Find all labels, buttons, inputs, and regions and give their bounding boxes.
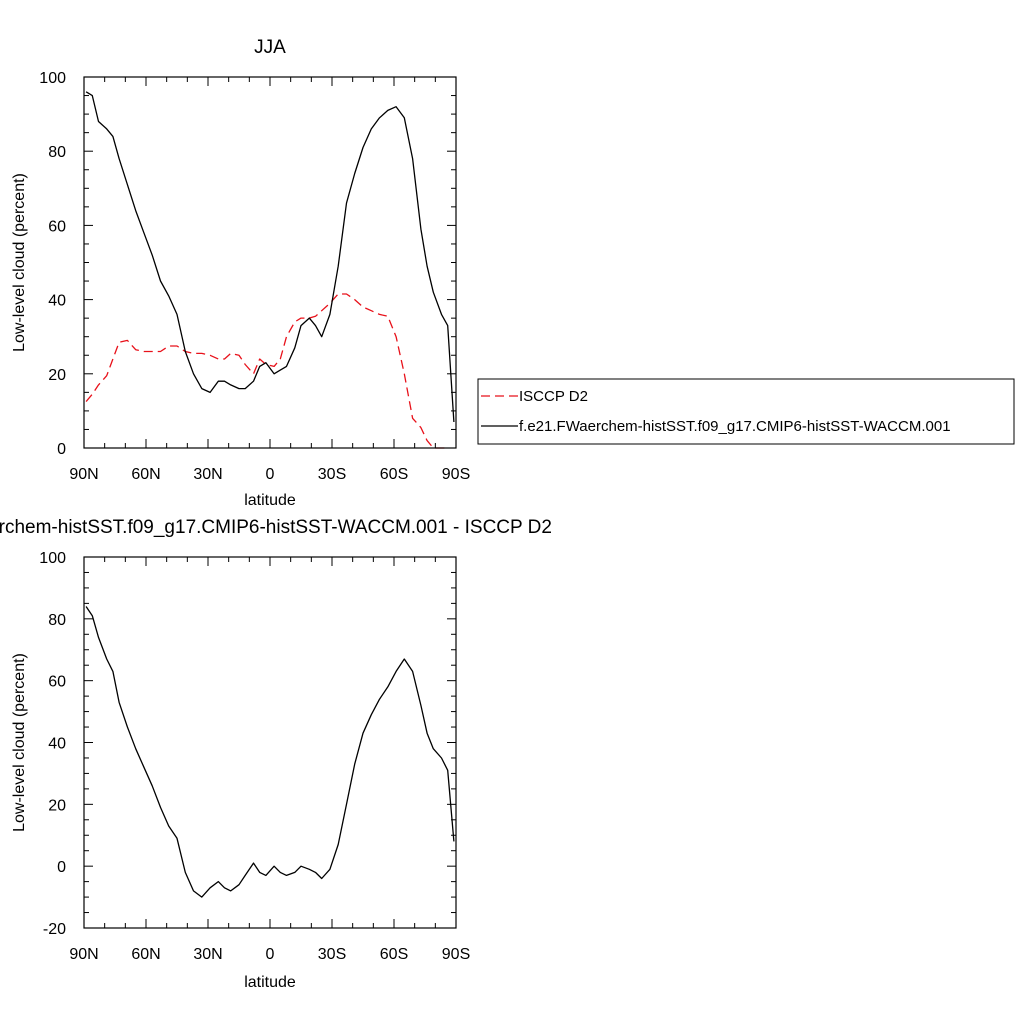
legend-label-1: ISCCP D2: [519, 388, 588, 405]
y-tick-label: 100: [39, 70, 66, 87]
x-axis-label: latitude: [244, 492, 296, 509]
legend-box: [477, 378, 1015, 445]
legend-label-2: f.e21.FWaerchem-histSST.f09_g17.CMIP6-hi…: [519, 418, 951, 435]
plot-frame: [83, 556, 457, 929]
x-tick-label: 30S: [318, 946, 346, 963]
y-tick-label: 80: [48, 612, 66, 629]
plot-frame: [83, 76, 457, 449]
series-line-1: [85, 293, 448, 449]
x-tick-label: 90N: [69, 946, 98, 963]
x-tick-label: 0: [266, 946, 275, 963]
chart-title: JJA: [254, 37, 286, 58]
y-tick-label: -20: [43, 921, 66, 938]
x-tick-label: 90S: [442, 466, 470, 483]
series-line-2: [85, 91, 455, 423]
y-axis-label: Low-level cloud (percent): [11, 653, 28, 832]
x-tick-label: 90N: [69, 466, 98, 483]
x-tick-label: 30N: [193, 466, 222, 483]
x-tick-label: 90S: [442, 946, 470, 963]
x-tick-label: 30S: [318, 466, 346, 483]
x-tick-label: 60S: [380, 466, 408, 483]
y-tick-label: 60: [48, 674, 66, 691]
y-axis-label: Low-level cloud (percent): [11, 173, 28, 352]
y-tick-label: 100: [39, 550, 66, 567]
series-line-1: [85, 606, 455, 898]
y-tick-label: 20: [48, 367, 66, 384]
y-tick-label: 60: [48, 218, 66, 235]
x-tick-label: 0: [266, 466, 275, 483]
y-tick-label: 40: [48, 293, 66, 310]
y-tick-label: 0: [57, 441, 66, 458]
chart-title: erchem-histSST.f09_g17.CMIP6-histSST-WAC…: [0, 517, 552, 538]
x-tick-label: 60N: [131, 466, 160, 483]
x-axis-label: latitude: [244, 974, 296, 991]
x-tick-label: 60N: [131, 946, 160, 963]
y-tick-label: 40: [48, 736, 66, 753]
x-tick-label: 60S: [380, 946, 408, 963]
y-tick-label: 80: [48, 144, 66, 161]
y-tick-label: 0: [57, 859, 66, 876]
y-tick-label: 20: [48, 797, 66, 814]
x-tick-label: 30N: [193, 946, 222, 963]
